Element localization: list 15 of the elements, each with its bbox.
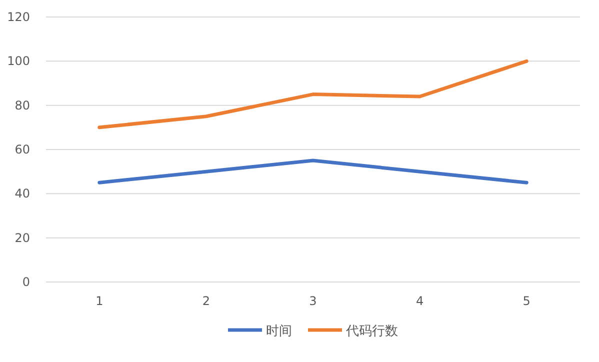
y-tick-label: 20 [14,230,30,245]
y-tick-label: 40 [14,186,30,201]
y-tick-label: 120 [7,10,30,24]
x-tick-label: 4 [416,294,424,308]
legend-label: 时间 [266,324,292,339]
y-tick-label: 60 [14,142,30,156]
x-tick-label: 2 [202,294,210,308]
line-series [98,59,528,130]
legend-label: 代码行数 [345,324,398,339]
y-tick-label: 80 [14,98,30,112]
x-tick-label: 3 [309,294,317,308]
y-tick-label: 0 [22,275,30,289]
x-tick-label: 1 [96,294,104,308]
x-tick-label: 5 [522,294,530,308]
y-tick-label: 100 [7,54,30,68]
